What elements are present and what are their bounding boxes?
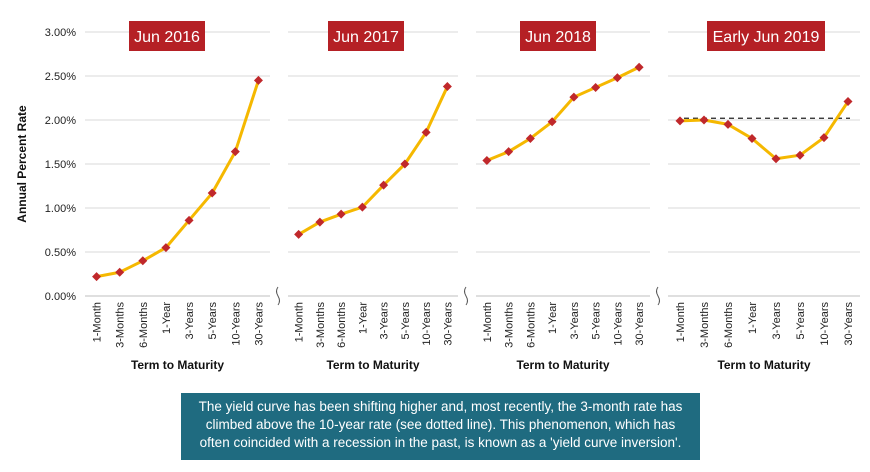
series-line (486, 65, 640, 162)
axis-break-mark (656, 286, 660, 306)
data-point-marker (723, 119, 733, 129)
data-point-marker (699, 115, 709, 125)
panel-title-badge (129, 21, 205, 51)
x-tick-label: 3-Months (115, 302, 127, 348)
x-tick-label: 3-Months (315, 302, 327, 348)
panel-title: Jun 2018 (525, 29, 591, 46)
data-point-marker (230, 147, 240, 157)
data-point-marker (482, 155, 492, 165)
data-point-marker (795, 150, 805, 160)
x-tick-label: 10-Years (230, 302, 242, 346)
x-tick-label: 1-Year (357, 302, 369, 334)
axis-break-mark (276, 286, 280, 306)
data-point-marker (525, 133, 535, 143)
data-point-marker (184, 215, 194, 225)
x-tick-label: 1-Year (161, 302, 173, 334)
data-point-marker (294, 229, 304, 239)
x-tick-label: 10-Years (819, 302, 831, 346)
series-line (679, 100, 850, 161)
x-tick-label: 5-Years (207, 302, 219, 340)
data-point-marker (115, 267, 125, 277)
data-point-marker (161, 243, 171, 253)
series-line (96, 79, 260, 279)
data-point-marker (634, 62, 644, 72)
x-axis-title: Term to Maturity (131, 358, 224, 372)
x-tick-label: 1-Year (747, 302, 759, 334)
y-tick-label: 2.50% (45, 71, 76, 83)
y-tick-label: 0.00% (45, 291, 76, 303)
x-tick-label: 1-Month (675, 302, 687, 342)
data-point-marker (547, 117, 557, 127)
x-tick-label: 3-Years (379, 302, 391, 340)
x-tick-label: 6-Months (138, 302, 150, 348)
x-tick-label: 1-Year (547, 302, 559, 334)
panel-title: Jun 2017 (333, 29, 399, 46)
x-tick-label: 3-Months (699, 302, 711, 348)
data-point-marker (253, 75, 263, 85)
data-point-marker (569, 92, 579, 102)
y-tick-label: 3.00% (45, 27, 76, 39)
data-point-marker (92, 272, 102, 282)
data-point-marker (336, 209, 346, 219)
x-tick-label: 30-Years (634, 302, 646, 346)
y-tick-label: 1.00% (45, 203, 76, 215)
y-tick-label: 0.50% (45, 247, 76, 259)
x-tick-label: 30-Years (843, 302, 855, 346)
data-point-marker (747, 133, 757, 143)
x-tick-label: 30-Years (442, 302, 454, 346)
x-tick-label: 1-Month (92, 302, 104, 342)
x-tick-label: 1-Month (482, 302, 494, 342)
x-tick-label: 6-Months (525, 302, 537, 348)
data-point-marker (138, 256, 148, 266)
panel-title: Jun 2016 (134, 29, 200, 46)
data-point-marker (315, 217, 325, 227)
annotation-note: The yield curve has been shifting higher… (181, 393, 700, 460)
data-point-marker (591, 82, 601, 92)
data-point-marker (504, 147, 514, 157)
x-tick-label: 3-Years (569, 302, 581, 340)
data-point-marker (421, 127, 431, 137)
x-tick-label: 6-Months (336, 302, 348, 348)
data-point-marker (771, 154, 781, 164)
data-point-marker (612, 73, 622, 83)
x-tick-label: 10-Years (421, 302, 433, 346)
x-axis-title: Term to Maturity (516, 358, 609, 372)
y-tick-label: 2.00% (45, 115, 76, 127)
data-point-marker (357, 202, 367, 212)
data-point-marker (843, 97, 853, 107)
x-tick-label: 3-Years (771, 302, 783, 340)
x-tick-label: 3-Years (184, 302, 196, 340)
data-point-marker (400, 159, 410, 169)
data-point-marker (207, 188, 217, 198)
x-tick-label: 6-Months (723, 302, 735, 348)
panel-title-badge (520, 21, 596, 51)
x-tick-label: 10-Years (612, 302, 624, 346)
x-tick-label: 5-Years (795, 302, 807, 340)
panel-title: Early Jun 2019 (713, 29, 820, 46)
y-tick-label: 1.50% (45, 159, 76, 171)
data-point-marker (442, 82, 452, 92)
x-tick-label: 5-Years (400, 302, 412, 340)
x-tick-label: 3-Months (504, 302, 516, 348)
y-axis-title: Annual Percent Rate (15, 105, 29, 223)
x-tick-label: 5-Years (591, 302, 603, 340)
x-axis-title: Term to Maturity (717, 358, 810, 372)
data-point-marker (379, 180, 389, 190)
data-point-marker (819, 133, 829, 143)
x-tick-label: 30-Years (253, 302, 265, 346)
data-point-marker (675, 116, 685, 126)
series-line (297, 85, 449, 236)
x-tick-label: 1-Month (294, 302, 306, 342)
panel-title-badge (707, 21, 825, 51)
x-axis-title: Term to Maturity (326, 358, 419, 372)
axis-break-mark (464, 286, 468, 306)
panel-title-badge (328, 21, 404, 51)
